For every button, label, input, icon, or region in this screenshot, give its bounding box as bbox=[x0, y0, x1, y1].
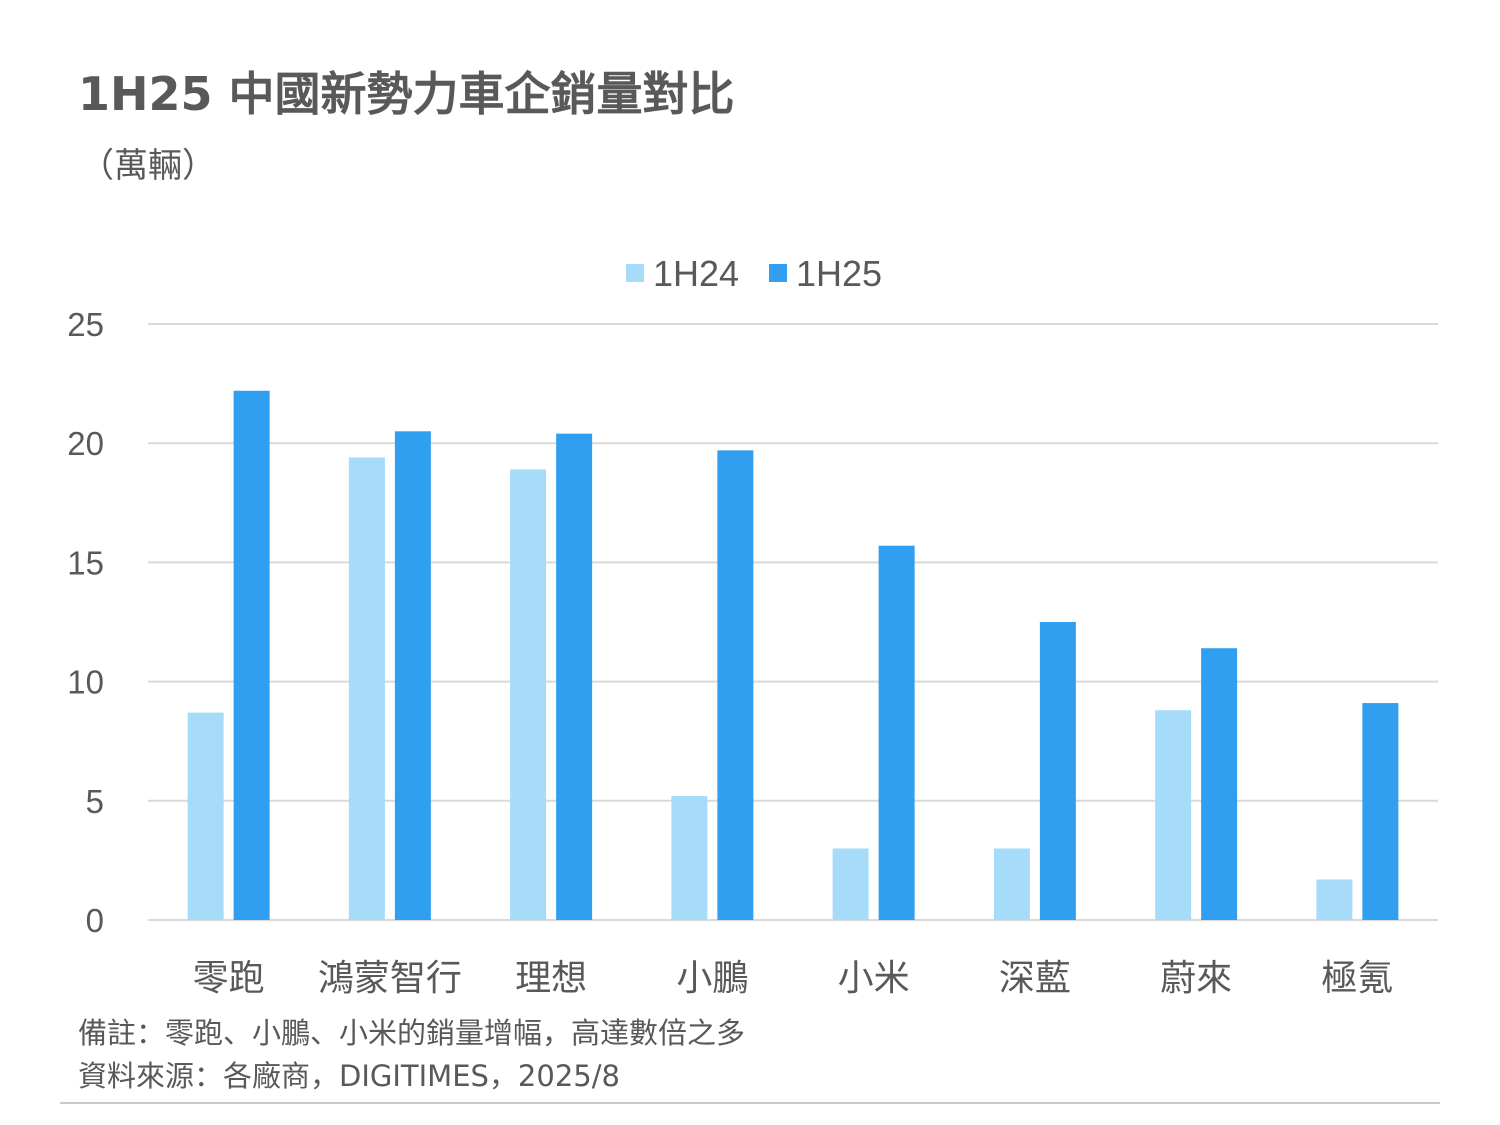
x-tick-label: 小鵬 bbox=[676, 958, 748, 999]
legend-label-1h25: 1H25 bbox=[796, 253, 882, 294]
bar-1h24-3 bbox=[671, 796, 708, 920]
bar-1h24-7 bbox=[1316, 879, 1353, 920]
x-tick-label: 極氪 bbox=[1321, 958, 1393, 999]
bar-1h25-6 bbox=[1201, 648, 1238, 920]
y-tick-label: 15 bbox=[67, 544, 104, 581]
bar-1h24-1 bbox=[348, 457, 385, 920]
unit-label: （萬輛） bbox=[80, 146, 216, 186]
x-tick-label: 零跑 bbox=[193, 958, 265, 999]
bar-1h24-0 bbox=[187, 712, 224, 920]
legend-swatch-1h25 bbox=[769, 264, 787, 282]
bar-1h25-7 bbox=[1362, 703, 1399, 920]
y-tick-label: 5 bbox=[86, 783, 104, 820]
bar-1h24-2 bbox=[510, 469, 547, 920]
legend-label-1h24: 1H24 bbox=[653, 253, 739, 294]
bar-1h24-6 bbox=[1155, 710, 1192, 920]
bar-1h25-5 bbox=[1039, 622, 1076, 920]
bottom-divider bbox=[60, 1102, 1440, 1104]
x-tick-label: 理想 bbox=[515, 958, 587, 999]
x-tick-label: 蔚來 bbox=[1160, 958, 1232, 999]
y-tick-label: 0 bbox=[86, 902, 104, 939]
y-tick-label: 20 bbox=[67, 425, 104, 462]
bar-1h25-3 bbox=[717, 450, 754, 920]
y-tick-label: 25 bbox=[67, 306, 104, 343]
bar-chart: 0 5 10 15 20 25 零跑 鴻蒙智行 理想 小鵬 小米 深藍 蔚來 極氪 1H24 1H25 bbox=[67, 253, 1438, 999]
bar-1h24-5 bbox=[993, 848, 1030, 920]
bar-1h25-2 bbox=[556, 433, 593, 920]
x-tick-label: 小米 bbox=[838, 958, 910, 999]
y-tick-label: 10 bbox=[67, 664, 104, 701]
x-tick-label: 鴻蒙智行 bbox=[318, 958, 462, 999]
x-tick-label: 深藍 bbox=[999, 958, 1071, 999]
notes: 備註：零跑、小鵬、小米的銷量增幅，高達數倍之多 資料來源：各廠商，DIGITIM… bbox=[78, 1012, 745, 1098]
legend-swatch-1h24 bbox=[626, 264, 644, 282]
bar-1h25-4 bbox=[878, 545, 915, 920]
source-note: 資料來源：各廠商，DIGITIMES，2025/8 bbox=[78, 1059, 620, 1093]
bar-1h24-4 bbox=[832, 848, 869, 920]
bar-1h25-0 bbox=[233, 390, 270, 920]
chart-title: 1H25 中國新勢力車企銷量對比 bbox=[78, 67, 735, 121]
remark-note: 備註：零跑、小鵬、小米的銷量增幅，高達數倍之多 bbox=[78, 1016, 746, 1050]
bar-1h25-1 bbox=[394, 431, 431, 920]
